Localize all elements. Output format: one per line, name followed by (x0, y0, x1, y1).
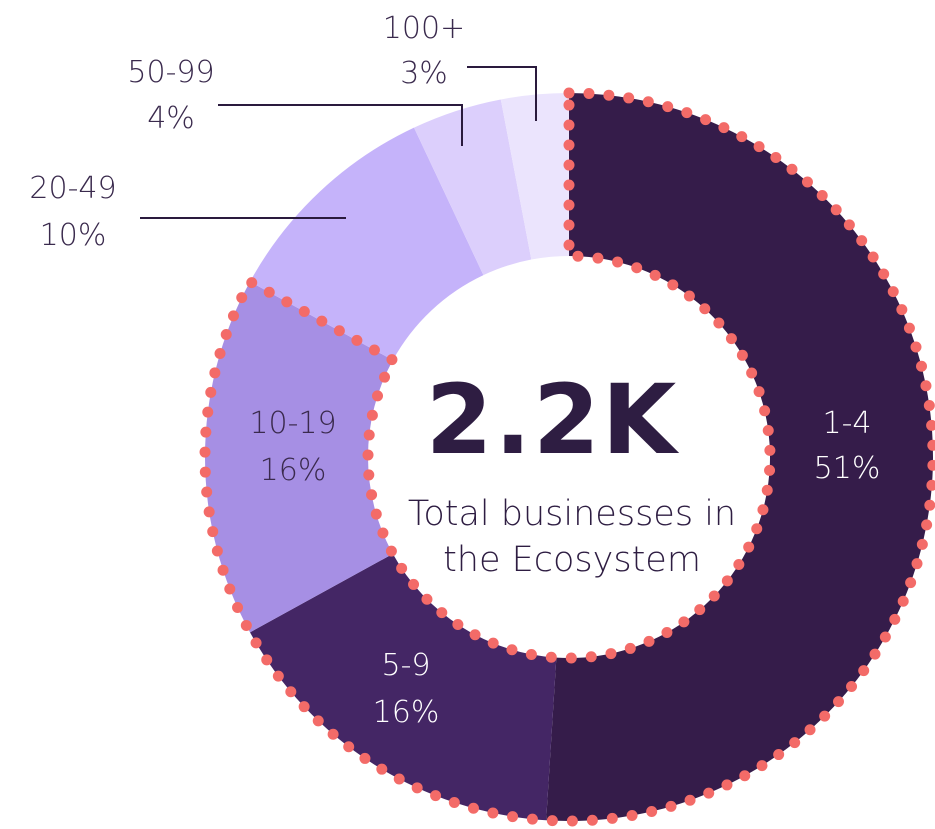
slice-category-label-20-49: 20-49 (29, 171, 116, 206)
leader-line-100-plus (467, 66, 537, 121)
slice-5-9 (250, 553, 557, 821)
slice-category-label-10-19: 10-19 (249, 406, 336, 441)
slice-20-49 (250, 127, 484, 361)
slice-value-label-100-plus: 3% (400, 56, 448, 91)
slice-100-plus (500, 93, 569, 260)
slice-category-label-50-99: 50-99 (127, 55, 214, 90)
slice-value-label-20-49: 10% (40, 218, 107, 253)
highlight-dotted-border (199, 87, 935, 827)
slice-value-label-50-99: 4% (147, 101, 195, 136)
slice-50-99 (414, 99, 532, 276)
highlight-outline (199, 87, 935, 827)
leader-line-50-99 (218, 104, 463, 146)
slice-value-label-5-9: 16% (373, 695, 440, 730)
center-total-value: 2.2K (426, 364, 680, 476)
slice-value-label-1-4: 51% (814, 451, 881, 486)
donut-slices (205, 93, 934, 821)
slice-labels: 1-4 51% 5-9 16% 10-19 16% 20-49 10% 50-99 4% 100+ 3… (29, 11, 880, 730)
slice-category-label-1-4: 1-4 (823, 406, 872, 441)
slice-1-4 (546, 93, 934, 821)
slice-10-19 (205, 281, 393, 633)
slice-category-label-5-9: 5-9 (382, 648, 431, 683)
slice-category-label-100-plus: 100+ (383, 11, 465, 46)
slice-value-label-10-19: 16% (260, 453, 327, 488)
label-leader-lines (140, 66, 537, 219)
center-caption-line-2: the Ecosystem (443, 540, 701, 580)
center-caption-line-1: Total businesses in (408, 494, 736, 534)
